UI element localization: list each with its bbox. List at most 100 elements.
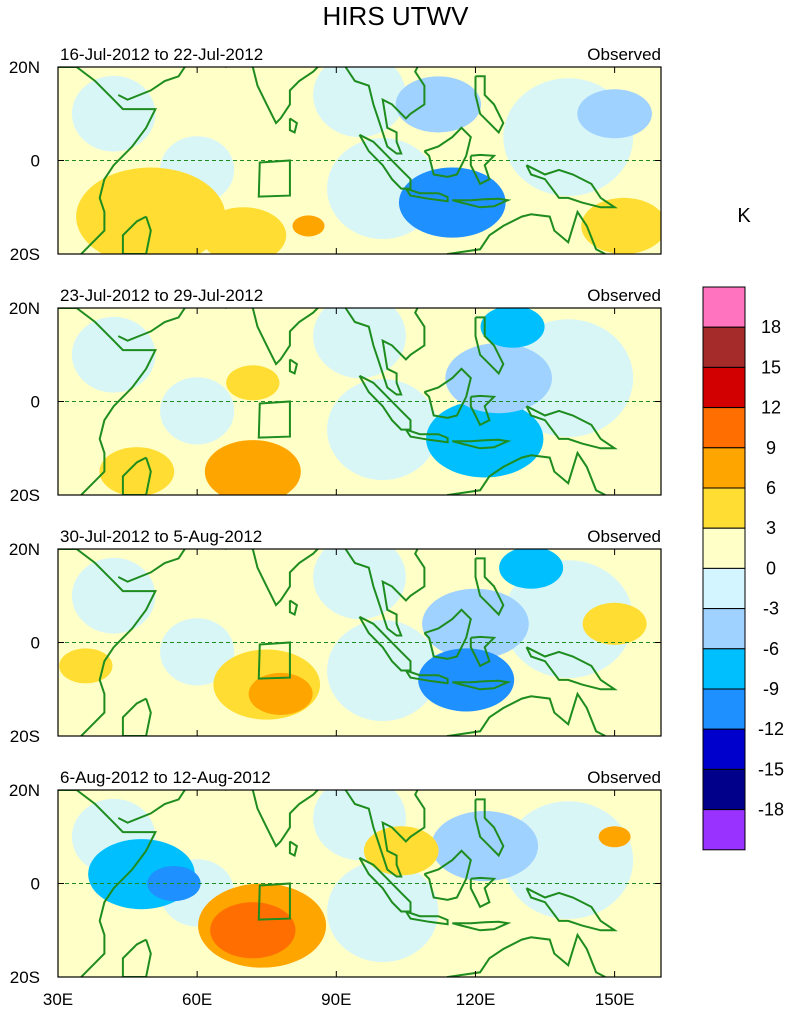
coastline [469,635,497,668]
colorbar-level-label: -6 [763,639,779,659]
anomaly-background-region [313,308,406,379]
map-panel-3: 20N 0 20S 30-Jul-2012 to 5-Aug-2012 Observed [9,527,662,746]
coastline [452,920,512,932]
anomaly-background-region [327,620,439,722]
colorbar-level-label: 6 [766,478,776,498]
anomaly-region [598,826,631,848]
coastline [525,164,618,209]
coastline [288,599,299,616]
anomaly-region [445,343,552,414]
panel-observed-label: Observed [587,527,661,546]
anomaly-background-region [503,560,634,679]
anomaly-background-region [327,379,439,481]
coastline [288,358,299,375]
anomaly-region [204,440,301,495]
colorbar-level-label: 3 [766,518,776,538]
coastline [58,67,158,254]
colorbar-swatch [702,728,746,770]
coastline [525,405,618,450]
colorbar-swatch [702,487,746,529]
colorbar-level-label: -12 [758,719,784,739]
panel-period-label: 30-Jul-2012 to 5-Aug-2012 [60,527,262,546]
colorbar-level-label: 9 [766,438,776,458]
anomaly-background-region [313,549,406,620]
anomaly-region [480,308,545,348]
target-region-box [257,882,291,921]
y-tick-label: 20N [9,299,40,318]
anomaly-region [59,648,113,684]
colorbar-level-label: 15 [761,357,781,377]
x-axis: 30E 60E 90E 120E 150E [43,990,635,1009]
x-tick-label: 120E [456,990,496,1009]
target-region-box [257,400,291,439]
y-tick-label: 20N [9,540,40,559]
coastline [344,67,426,155]
coastline [452,679,512,691]
colorbar-level-label: -3 [763,599,779,619]
anomaly-region [76,167,226,254]
anomaly-region [363,826,439,876]
anomaly-background-region [327,861,439,963]
map-panel-4: 20N 0 20S 6-Aug-2012 to 12-Aug-2012 Observed [9,768,662,987]
coastline [469,876,497,909]
coastline [344,790,426,878]
coastline [405,428,449,444]
coastline [358,615,412,672]
panel-period-label: 23-Jul-2012 to 29-Jul-2012 [60,286,263,305]
anomaly-region [431,811,539,882]
anomaly-region [395,76,482,133]
coastline [474,316,505,376]
target-region-box [257,641,291,680]
coastline [117,67,186,101]
panel-observed-label: Observed [587,45,661,64]
colorbar-level-label: -9 [763,679,779,699]
coastline [469,153,497,186]
coastline [288,840,299,857]
anomaly-region [582,602,647,645]
anomaly-background-region [160,377,235,445]
coastline [344,549,426,637]
anomaly-background-region [160,618,235,686]
anomaly-background-region [503,801,634,920]
anomaly-background-region [71,75,156,152]
coastline [121,697,152,736]
colorbar-swatch [702,407,746,449]
anomaly-region [200,207,287,254]
anomaly-region [226,365,280,401]
y-tick-label: 0 [31,875,40,894]
target-region-box [257,159,291,198]
coastline [358,856,412,913]
coastline [225,549,320,607]
anomaly-region [210,902,296,959]
y-tick-label: 20N [9,58,40,77]
x-tick-label: 30E [43,990,73,1009]
coastline [452,197,512,209]
coastline [525,646,618,691]
panel-period-label: 6-Aug-2012 to 12-Aug-2012 [60,768,271,787]
x-tick-label: 150E [595,990,635,1009]
coastline [423,367,472,419]
y-tick-label: 20S [10,968,40,987]
anomaly-region [248,672,313,715]
coastline [344,308,426,396]
anomaly-background-region [313,67,406,138]
colorbar-level-label: 0 [766,558,776,578]
anomaly-region [426,400,544,478]
colorbar-swatch [702,326,746,368]
coastline [117,790,186,824]
coastline [58,549,158,736]
map-panel-2: 20N 0 20S 23-Jul-2012 to 29-Jul-2012 Observe… [9,286,662,505]
colorbar-swatch [702,447,746,489]
colorbar-swatch [702,809,746,851]
panel-period-label: 16-Jul-2012 to 22-Jul-2012 [60,45,263,64]
coastline [446,450,606,495]
coastline [121,215,152,254]
coastline [474,798,505,858]
coastline [117,308,186,342]
y-tick-label: 0 [31,634,40,653]
anomaly-background-region [71,557,156,634]
panel-observed-label: Observed [587,286,661,305]
coastline [474,75,505,135]
coastline [452,438,512,450]
coastline [358,133,412,190]
